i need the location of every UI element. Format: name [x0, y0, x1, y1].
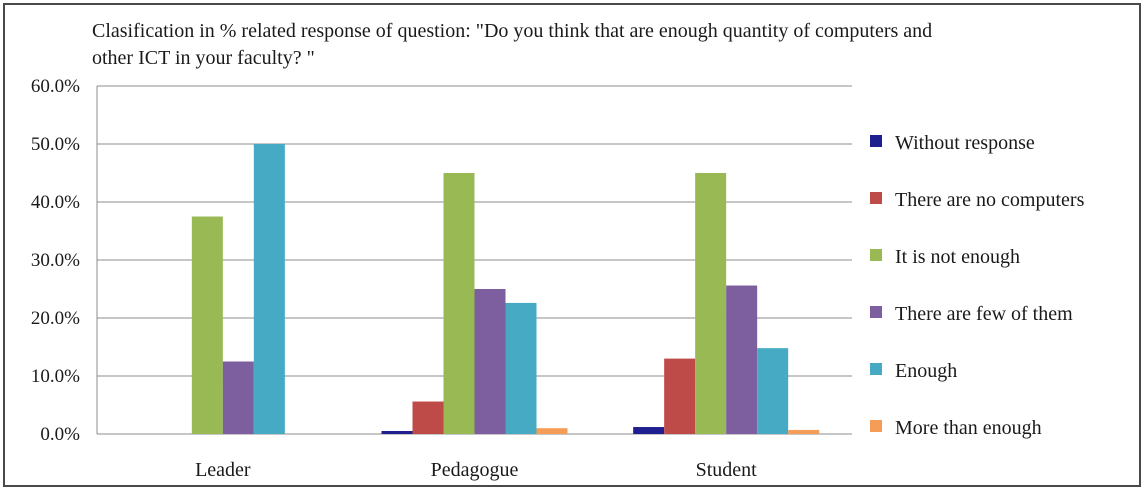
legend-label: There are few of them — [895, 303, 1073, 325]
legend-label: It is not enough — [895, 246, 1020, 268]
y-tick-label: 60.0% — [31, 76, 80, 97]
legend-label: Without response — [895, 132, 1035, 154]
axes: 0.0% 10.0% 20.0% 30.0% 40.0% 50.0% 60.0% Leader… — [31, 76, 757, 481]
y-tick-label: 50.0% — [31, 134, 80, 155]
legend-swatch — [870, 420, 882, 432]
bar — [253, 144, 285, 434]
legend-swatch — [870, 135, 882, 147]
bar — [505, 302, 537, 434]
chart-title: Clasification in % related response of q… — [92, 20, 933, 69]
y-tick-label: 10.0% — [31, 366, 80, 387]
y-tick-label: 20.0% — [31, 308, 80, 329]
y-tick-label: 0.0% — [40, 424, 80, 445]
y-tick-label: 40.0% — [31, 192, 80, 213]
bar — [695, 173, 727, 434]
legend: Without response There are no computers It… — [870, 132, 1085, 439]
x-category-label: Pedagogue — [431, 459, 519, 481]
bar — [664, 358, 696, 434]
bar — [443, 173, 475, 434]
legend-swatch — [870, 192, 882, 204]
bar — [191, 216, 223, 434]
bar — [788, 429, 820, 434]
bar — [474, 289, 506, 434]
bar — [726, 285, 758, 434]
legend-swatch — [870, 249, 882, 261]
y-tick-label: 30.0% — [31, 250, 80, 271]
bar — [633, 427, 665, 434]
bars — [191, 144, 820, 434]
bar — [536, 428, 568, 434]
bar — [381, 431, 413, 434]
x-category-label: Student — [696, 459, 758, 481]
legend-label: Enough — [895, 360, 957, 382]
x-category-label: Leader — [195, 459, 251, 481]
legend-swatch — [870, 306, 882, 318]
legend-swatch — [870, 363, 882, 375]
bar — [222, 361, 254, 434]
legend-label: There are no computers — [895, 189, 1085, 211]
bar — [757, 348, 789, 434]
legend-label: More than enough — [895, 417, 1042, 439]
bar — [412, 401, 444, 434]
